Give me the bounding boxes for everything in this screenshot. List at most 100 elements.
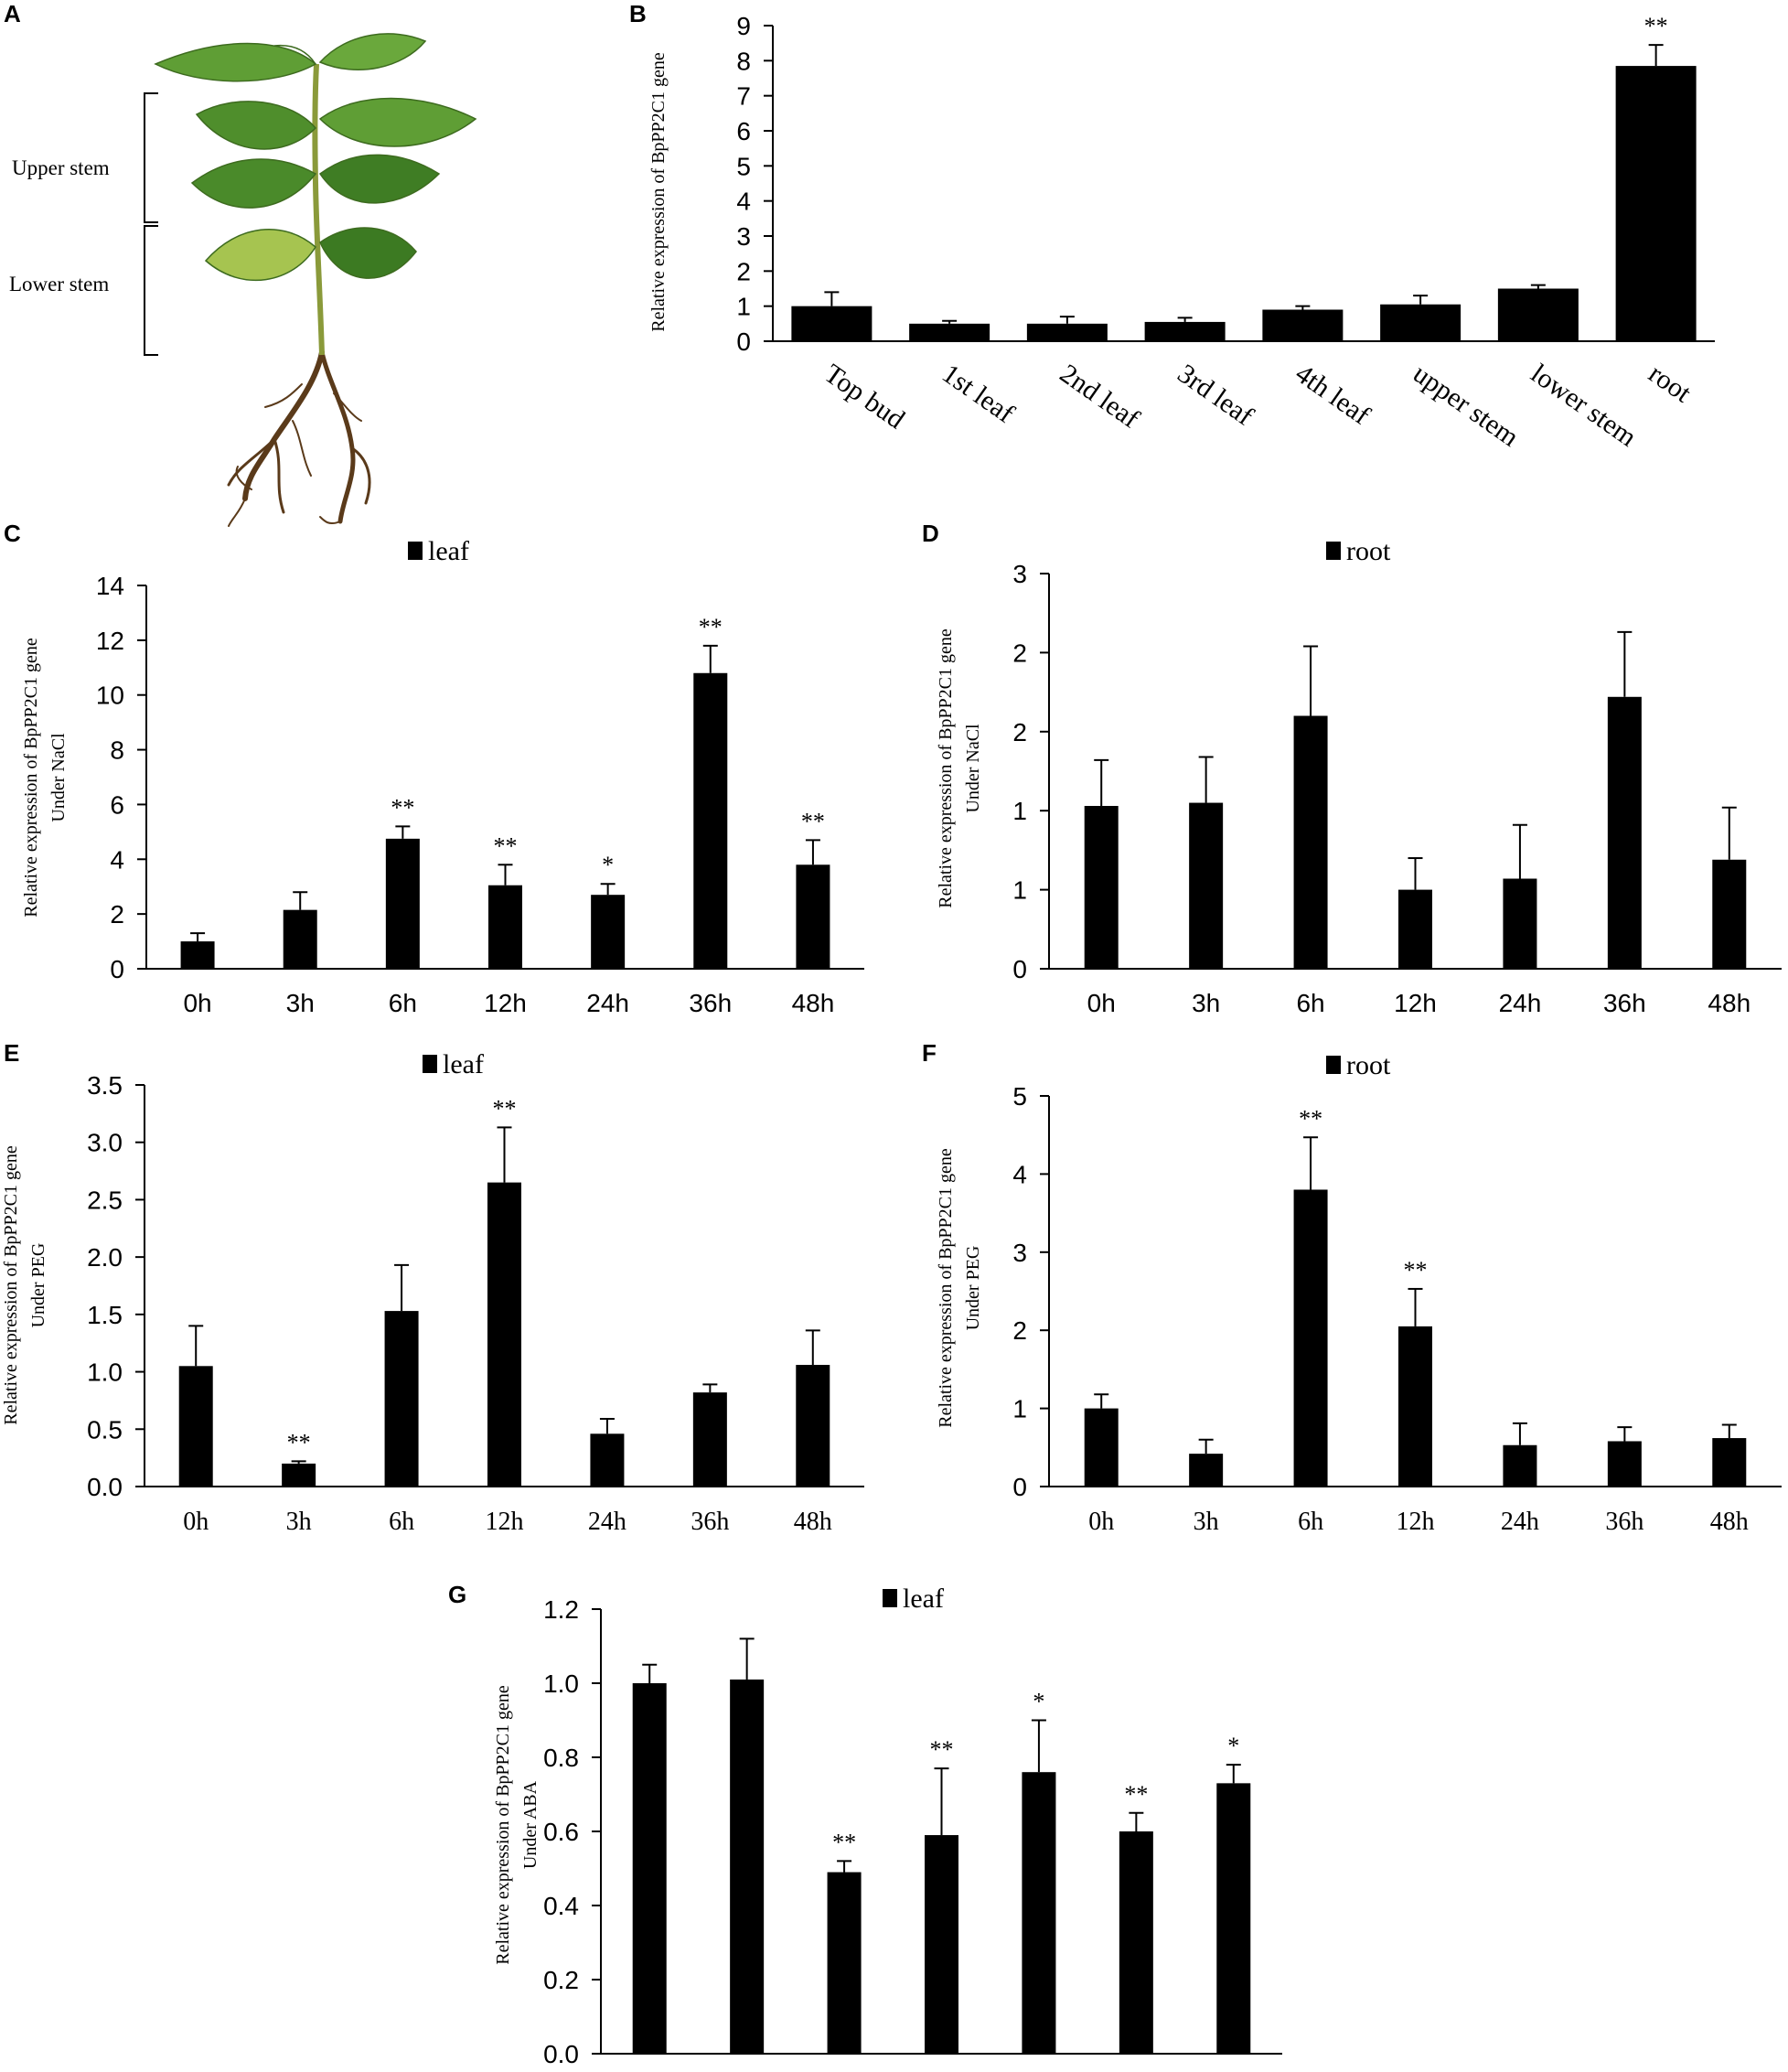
y-tick-label-d-3: 2 (1012, 718, 1027, 746)
x-tick-label-f-1: 3h (1194, 1508, 1219, 1536)
x-tick-label-d-0: 0h (1087, 989, 1116, 1017)
y-axis-label2-g: Under ABA (520, 1780, 541, 1869)
y-tick-label-d-2: 1 (1012, 797, 1027, 825)
y-tick-label-b-3: 3 (736, 222, 751, 251)
y-tick-label-f-0: 0 (1012, 1473, 1027, 1501)
panel-b: B 0 1 2 3 4 5 6 7 8 9 Top bud 1st leaf 2nd leaf 3rd le… (629, 0, 1715, 453)
y-tick-label-f-3: 3 (1012, 1239, 1027, 1267)
bar-g-0 (632, 1683, 667, 2054)
significance-e-3: ** (493, 1095, 517, 1122)
significance-g-2: ** (832, 1829, 856, 1855)
panel-d: D 0 1 1 2 2 3 0h 3h 6h 12h 24h 36h 48h Relative expres… (922, 520, 1782, 1017)
y-tick-label-e-6: 3.0 (87, 1129, 123, 1157)
x-tick-label-f-5: 36h (1605, 1508, 1643, 1536)
significance-f-3: ** (1404, 1257, 1428, 1283)
y-tick-label-b-7: 7 (736, 82, 751, 111)
panel-letter-d: D (922, 520, 939, 547)
y-tick-label-b-8: 8 (736, 47, 751, 75)
significance-c-5: ** (699, 614, 723, 640)
x-tick-label-f-2: 6h (1298, 1508, 1323, 1536)
legend-swatch-g (883, 1589, 897, 1607)
significance-e-1: ** (287, 1429, 311, 1455)
bar-b-5 (1380, 304, 1461, 341)
x-tick-label-e-5: 36h (691, 1508, 729, 1536)
bar-f-6 (1712, 1438, 1747, 1487)
y-axis-label2-c: Under NaCl (48, 733, 69, 822)
y-tick-label-b-0: 0 (736, 327, 751, 356)
plant-illustration (154, 33, 477, 527)
y-tick-label-e-5: 2.5 (87, 1186, 123, 1214)
y-tick-label-e-0: 0.0 (87, 1473, 123, 1501)
y-tick-label-g-5: 1.0 (543, 1669, 579, 1698)
bar-d-0 (1084, 806, 1119, 969)
y-tick-label-c-5: 10 (96, 682, 124, 710)
x-tick-label-c-1: 3h (286, 989, 315, 1017)
bar-d-4 (1503, 878, 1537, 969)
bar-c-5 (693, 672, 728, 969)
y-tick-label-e-7: 3.5 (87, 1071, 123, 1100)
panel-f: F 0 1 2 3 4 5 0h 3h ** 6h ** 12h 24h 36h 48h Relative ex… (922, 1039, 1782, 1536)
y-tick-label-d-5: 3 (1012, 560, 1027, 588)
bar-b-6 (1497, 288, 1579, 341)
y-tick-label-b-1: 1 (736, 293, 751, 321)
x-tick-label-e-6: 48h (794, 1508, 832, 1536)
legend-swatch-e (423, 1055, 437, 1073)
y-tick-label-b-4: 4 (736, 188, 751, 216)
y-axis-label-f: Relative expression of BpPP2C1 gene (936, 1148, 956, 1428)
bar-b-2 (1026, 323, 1108, 341)
bar-f-5 (1607, 1441, 1642, 1487)
bar-g-4 (1022, 1772, 1056, 2054)
y-tick-label-e-4: 2.0 (87, 1243, 123, 1272)
y-tick-label-d-0: 0 (1012, 955, 1027, 983)
significance-b-7: ** (1644, 13, 1668, 39)
y-axis-label-d: Relative expression of BpPP2C1 gene (936, 628, 956, 908)
significance-c-3: ** (494, 832, 518, 859)
legend-label-f: root (1346, 1050, 1391, 1080)
stem-brackets (144, 92, 158, 356)
x-tick-label-c-4: 24h (586, 989, 629, 1017)
x-tick-label-c-5: 36h (689, 989, 732, 1017)
label-lower-stem: Lower stem (9, 273, 109, 295)
y-tick-label-f-4: 4 (1012, 1160, 1027, 1188)
bar-g-6 (1216, 1783, 1251, 2054)
significance-g-5: ** (1124, 1781, 1148, 1808)
y-axis-label-e: Relative expression of BpPP2C1 gene (1, 1145, 21, 1425)
y-tick-label-f-2: 2 (1012, 1316, 1027, 1345)
x-tick-label-e-1: 3h (286, 1508, 312, 1536)
x-tick-label-f-6: 48h (1710, 1508, 1749, 1536)
bar-c-4 (591, 895, 626, 969)
panel-a: A (4, 0, 477, 527)
y-tick-label-f-1: 1 (1012, 1395, 1027, 1423)
panel-letter-a: A (4, 0, 21, 27)
y-tick-label-b-2: 2 (736, 257, 751, 285)
y-axis-label2-d: Under NaCl (963, 724, 983, 813)
bar-d-1 (1189, 802, 1224, 969)
bar-f-4 (1503, 1444, 1537, 1487)
label-upper-stem: Upper stem (12, 156, 110, 179)
bar-f-0 (1084, 1408, 1119, 1487)
y-axis-label-b: Relative expression of BpPP2C1 gene (648, 52, 669, 332)
bar-b-4 (1262, 309, 1344, 341)
significance-g-3: ** (930, 1736, 954, 1763)
x-tick-label-c-0: 0h (183, 989, 211, 1017)
panel-letter-c: C (4, 520, 21, 547)
bar-b-0 (791, 306, 873, 341)
x-tick-label-b-5: upper stem (1408, 359, 1524, 453)
panel-letter-g: G (448, 1581, 466, 1608)
significance-g-6: * (1227, 1733, 1239, 1759)
x-tick-label-d-3: 12h (1394, 989, 1437, 1017)
y-tick-label-c-7: 14 (96, 572, 124, 600)
y-tick-label-g-4: 0.8 (543, 1744, 579, 1772)
y-tick-label-b-9: 9 (736, 12, 751, 40)
x-tick-label-c-2: 6h (389, 989, 417, 1017)
significance-c-6: ** (801, 808, 825, 834)
bar-c-2 (385, 838, 420, 969)
bar-e-1 (282, 1463, 316, 1487)
x-tick-label-b-4: 4th leaf (1290, 359, 1375, 431)
y-tick-label-g-0: 0.0 (543, 2040, 579, 2068)
x-tick-label-e-0: 0h (183, 1508, 209, 1536)
bar-d-5 (1607, 696, 1642, 969)
x-tick-label-b-7: root (1643, 359, 1697, 409)
bar-g-5 (1119, 1831, 1153, 2054)
